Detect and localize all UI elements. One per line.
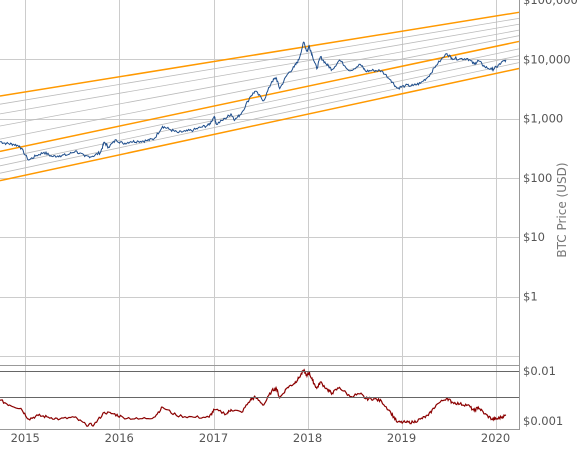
secondary-band-line — [0, 55, 520, 167]
subplot-reference-lines — [0, 371, 519, 398]
subplot-y-tick-label: $0.01 — [523, 364, 556, 378]
y-tick-label: $1 — [523, 290, 538, 304]
y-tick-label: $10 — [523, 230, 545, 244]
primary-band-line — [0, 40, 520, 153]
x-tick-label: 2017 — [199, 431, 228, 445]
secondary-band-line — [0, 23, 520, 115]
secondary-band-line — [0, 29, 520, 127]
subplot-series-line — [0, 368, 507, 428]
x-tick-label: 2015 — [11, 431, 40, 445]
secondary-bands — [0, 17, 520, 174]
secondary-band-line — [0, 17, 520, 105]
secondary-band-line — [0, 48, 520, 160]
x-tick-label: 2019 — [387, 431, 416, 445]
price-series-line — [0, 41, 507, 161]
primary-band-line — [0, 11, 520, 97]
y-tick-label: $1,000 — [523, 112, 563, 126]
primary-bands — [0, 11, 520, 182]
secondary-band-line — [0, 62, 520, 174]
primary-band-line — [0, 67, 520, 182]
secondary-band-line — [0, 35, 520, 140]
y-tick-label: $10,000 — [523, 52, 571, 66]
x-tick-label: 2016 — [105, 431, 134, 445]
subplot-y-tick-label: $0.001 — [523, 414, 563, 428]
x-tick-labels: 2015 2016 2017 2018 2019 2020 — [11, 431, 511, 445]
x-tick-label: 2018 — [293, 431, 322, 445]
y-tick-label: $100 — [523, 171, 552, 185]
y-axis-label: BTC Price (USD) — [555, 162, 569, 257]
x-tick-label: 2020 — [481, 431, 510, 445]
y-tick-label: $100,000 — [523, 0, 578, 7]
subplot-y-tick-labels: $0.01 $0.001 — [523, 364, 563, 428]
y-tick-labels: $100,000 $10,000 $1,000 $100 $10 $1 — [523, 0, 578, 304]
